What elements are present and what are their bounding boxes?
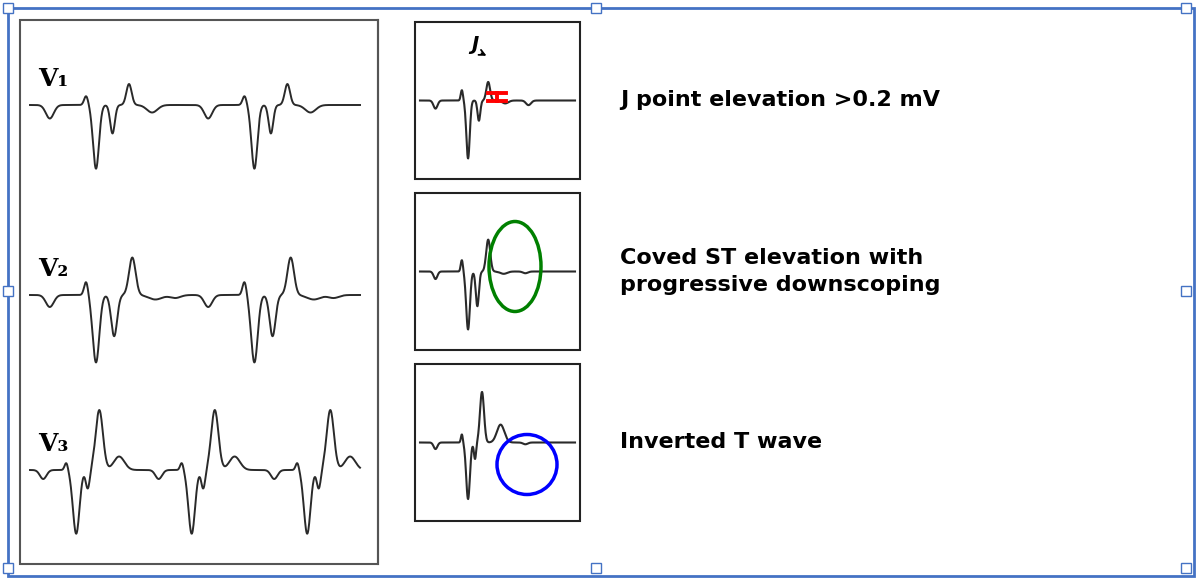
Bar (591, 563, 601, 573)
Text: V₁: V₁ (38, 67, 69, 91)
Bar (2, 3, 13, 13)
Bar (415, 22, 581, 179)
Bar (2, 563, 13, 573)
Bar (415, 364, 581, 521)
Bar (1182, 286, 1191, 296)
Text: V₂: V₂ (38, 257, 69, 281)
Text: J: J (471, 34, 478, 54)
Bar (591, 3, 601, 13)
Text: V₃: V₃ (38, 432, 69, 456)
Bar (2, 286, 13, 296)
Bar (415, 193, 581, 350)
Bar (1182, 563, 1191, 573)
Bar (1182, 3, 1191, 13)
Text: Coved ST elevation with
progressive downscoping: Coved ST elevation with progressive down… (620, 248, 940, 295)
Text: J point elevation >0.2 mV: J point elevation >0.2 mV (620, 91, 940, 110)
Bar (20, 20, 377, 564)
Text: Inverted T wave: Inverted T wave (620, 433, 822, 453)
